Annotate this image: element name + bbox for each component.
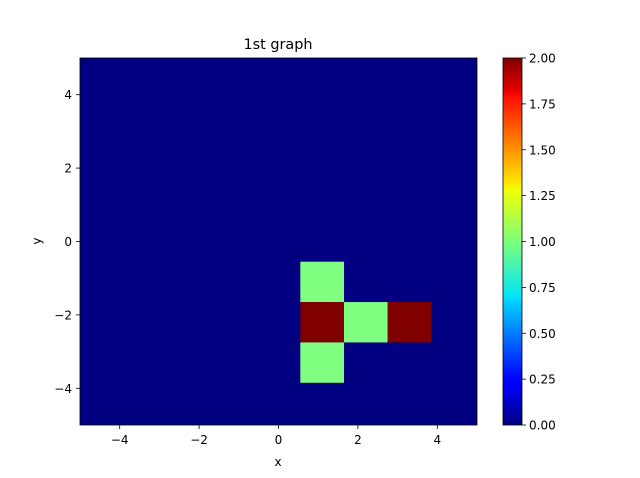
colorbar-tick-label: 0.00 — [529, 419, 556, 433]
x-axis-ticks: −4 −2 0 2 4 — [111, 425, 441, 447]
y-axis-label: y — [30, 237, 44, 244]
heatmap-cell — [300, 261, 345, 303]
heatmap-cells — [300, 261, 432, 383]
colorbar-tick-label: 1.50 — [529, 143, 556, 157]
y-tick-label: −2 — [54, 308, 72, 322]
colorbar-tick-label: 1.25 — [529, 189, 556, 203]
colorbar-ticks: 0.00 0.25 0.50 0.75 1.00 1.25 1.50 1.75 2.00 — [522, 52, 556, 433]
colorbar-gradient — [503, 58, 522, 425]
colorbar: 0.00 0.25 0.50 0.75 1.00 1.25 1.50 1.75 2.00 — [502, 52, 556, 433]
heatmap-background — [80, 58, 477, 425]
y-tick-label: 0 — [64, 235, 72, 249]
heatmap-cell — [300, 342, 345, 383]
colorbar-tick-label: 0.75 — [529, 281, 556, 295]
y-axis-ticks: −4 −2 0 2 4 — [54, 88, 80, 396]
y-tick-label: 4 — [64, 88, 72, 102]
heatmap-cell — [387, 302, 432, 343]
colorbar-tick-label: 0.25 — [529, 373, 556, 387]
x-tick-label: 4 — [433, 433, 441, 447]
x-tick-label: −4 — [111, 433, 129, 447]
y-tick-label: −4 — [54, 382, 72, 396]
colorbar-tick-label: 1.00 — [529, 235, 556, 249]
plot-area — [79, 57, 478, 426]
colorbar-tick-label: 1.75 — [529, 97, 556, 111]
x-tick-label: 0 — [275, 433, 283, 447]
colorbar-tick-label: 2.00 — [529, 52, 556, 66]
heatmap-cell — [344, 302, 388, 343]
chart-title: 1st graph — [244, 37, 313, 53]
x-axis-label: x — [274, 455, 281, 469]
x-tick-label: 2 — [354, 433, 362, 447]
y-tick-label: 2 — [64, 162, 72, 176]
x-tick-label: −2 — [190, 433, 208, 447]
colorbar-tick-label: 0.50 — [529, 327, 556, 341]
heatmap-cell — [300, 302, 345, 343]
